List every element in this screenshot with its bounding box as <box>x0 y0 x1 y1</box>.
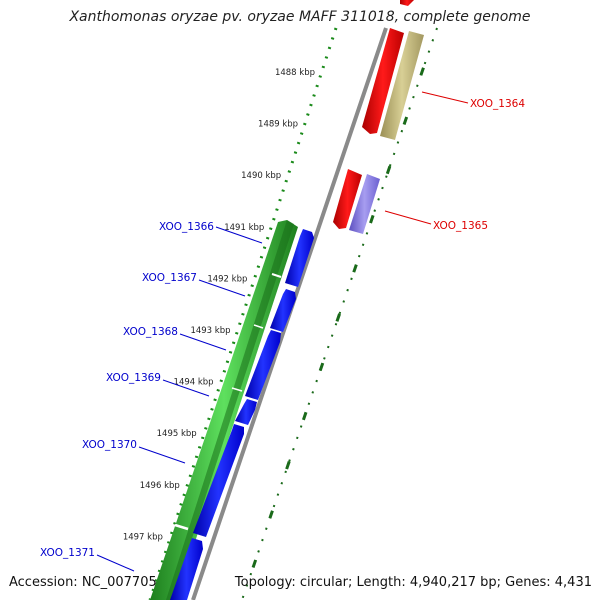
gene-xoo-1367-arrow[interactable] <box>270 289 296 332</box>
gene-label-xoo-1365[interactable]: XOO_1365 <box>433 220 488 232</box>
tick-labels: 1488 kbp 1489 kbp 1490 kbp 1491 kbp 1492 kbp… <box>123 68 315 542</box>
gene-xoo-1365-red-arrow[interactable] <box>333 169 362 229</box>
gene-label-xoo-1368[interactable]: XOO_1368 <box>123 326 178 338</box>
gene-separator <box>271 273 282 278</box>
gene-xoo-1370-arrow[interactable] <box>193 424 244 537</box>
leader-line <box>198 279 246 297</box>
accession-text: Accession: NC_007705 <box>9 575 157 590</box>
gene-label-xoo-1367[interactable]: XOO_1367 <box>142 272 197 284</box>
topology-text: Topology: circular; Length: 4,940,217 bp… <box>234 575 592 590</box>
gene-xoo-1365-violet-block[interactable] <box>349 174 380 234</box>
tick-label: 1496 kbp <box>140 481 180 491</box>
gene-xoo-1371-arrow[interactable] <box>170 538 203 600</box>
reverse-tick-ring-major <box>240 27 439 600</box>
gene-xoo-1364-khaki-block[interactable] <box>380 31 424 140</box>
gene-label-xoo-1364[interactable]: XOO_1364 <box>470 98 525 110</box>
gene-xoo-1366-arrow[interactable] <box>285 229 314 287</box>
leader-line <box>384 210 432 225</box>
gene-separator <box>253 324 264 329</box>
leader-line <box>162 379 210 397</box>
tick-label: 1488 kbp <box>275 68 315 78</box>
coordinate-tick-ring <box>148 27 338 600</box>
tick-label: 1493 kbp <box>190 326 230 336</box>
gene-highlight-lower <box>166 220 294 600</box>
gene-separator <box>231 387 243 392</box>
tick-label: 1492 kbp <box>207 274 247 284</box>
gene-label-xoo-1370[interactable]: XOO_1370 <box>82 439 137 451</box>
leader-line <box>96 554 135 572</box>
leader-line <box>215 226 263 244</box>
gene-label-xoo-1371[interactable]: XOO_1371 <box>40 547 95 559</box>
tick-label: 1495 kbp <box>157 429 197 439</box>
gene-xoo-1369-arrow[interactable] <box>235 399 257 425</box>
leader-line <box>138 446 186 464</box>
gene-separator <box>174 523 189 531</box>
gene-xoo-1368-arrow[interactable] <box>245 330 281 400</box>
tick-label: 1490 kbp <box>241 171 281 181</box>
map-title: Xanthomonas oryzae pv. oryzae MAFF 31101… <box>69 9 531 25</box>
tick-label: 1497 kbp <box>123 532 163 542</box>
leader-line <box>179 333 227 351</box>
gene-xoo-1364-upper-arrow[interactable] <box>400 0 414 6</box>
tick-label: 1494 kbp <box>174 378 214 388</box>
leader-line <box>421 91 469 104</box>
gene-label-xoo-1366[interactable]: XOO_1366 <box>159 221 214 233</box>
tick-label: 1491 kbp <box>224 223 264 233</box>
gene-label-xoo-1369[interactable]: XOO_1369 <box>106 372 161 384</box>
tick-label: 1489 kbp <box>258 120 298 130</box>
gene-xoo-1364-red-arrow[interactable] <box>362 28 404 134</box>
